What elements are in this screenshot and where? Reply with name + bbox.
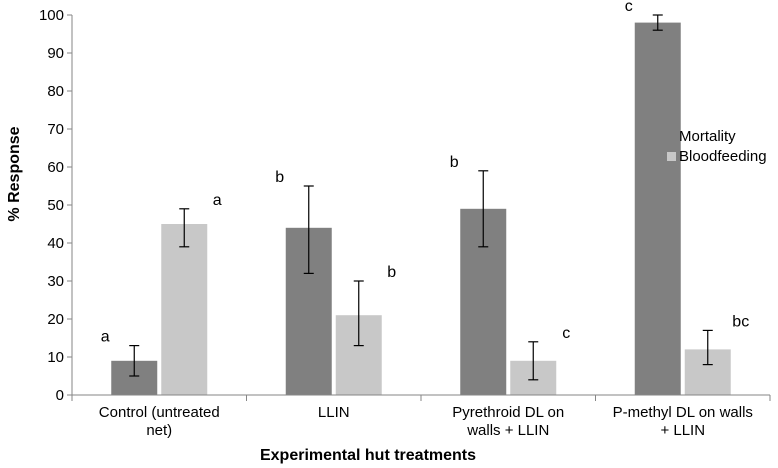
y-tick-label: 30 bbox=[47, 273, 64, 290]
y-tick-label: 80 bbox=[47, 83, 64, 100]
bar-mortality-4 bbox=[634, 22, 681, 395]
x-category-label: P-methyl DL on walls bbox=[613, 404, 753, 421]
x-axis-title: Experimental hut treatments bbox=[260, 447, 476, 464]
legend-label-bloodfeeding: Bloodfeeding bbox=[679, 148, 767, 165]
y-tick-label: 60 bbox=[47, 159, 64, 176]
y-axis-title: % Response bbox=[6, 126, 23, 221]
significance-label: a bbox=[213, 192, 222, 209]
bars-layer bbox=[111, 22, 731, 395]
axes-layer: 0 10 20 30 40 50 60 70 80 90 100 Control (untreated… bbox=[39, 7, 771, 439]
significance-label: c bbox=[625, 0, 633, 15]
significance-label: b bbox=[387, 264, 396, 281]
significance-label: bc bbox=[732, 313, 749, 330]
x-category-label: + LLIN bbox=[660, 422, 705, 439]
significance-label: b bbox=[275, 169, 284, 186]
error-bars-layer bbox=[129, 14, 713, 381]
x-category-label: Control (untreated bbox=[99, 404, 220, 421]
y-tick-label: 50 bbox=[47, 197, 64, 214]
y-tick-label: 20 bbox=[47, 311, 64, 328]
legend-label-mortality: Mortality bbox=[679, 128, 736, 145]
y-tick-label: 40 bbox=[47, 235, 64, 252]
x-category-label: walls + LLIN bbox=[466, 422, 549, 439]
significance-label: b bbox=[450, 154, 459, 171]
y-tick-label: 70 bbox=[47, 121, 64, 138]
significance-label: a bbox=[101, 329, 110, 346]
significance-label: c bbox=[562, 325, 570, 342]
bar-bloodfeeding-1 bbox=[161, 224, 208, 395]
legend-swatch-bloodfeeding bbox=[667, 152, 676, 161]
y-tick-label: 90 bbox=[47, 45, 64, 62]
x-category-label: LLIN bbox=[318, 404, 350, 421]
legend: Mortality Bloodfeeding bbox=[667, 128, 767, 165]
x-category-label: net) bbox=[146, 422, 172, 439]
y-tick-label: 100 bbox=[39, 7, 64, 24]
y-tick-label: 0 bbox=[56, 387, 64, 404]
x-category-label: Pyrethroid DL on bbox=[452, 404, 564, 421]
legend-swatch-mortality bbox=[667, 132, 676, 141]
y-tick-label: 10 bbox=[47, 349, 64, 366]
